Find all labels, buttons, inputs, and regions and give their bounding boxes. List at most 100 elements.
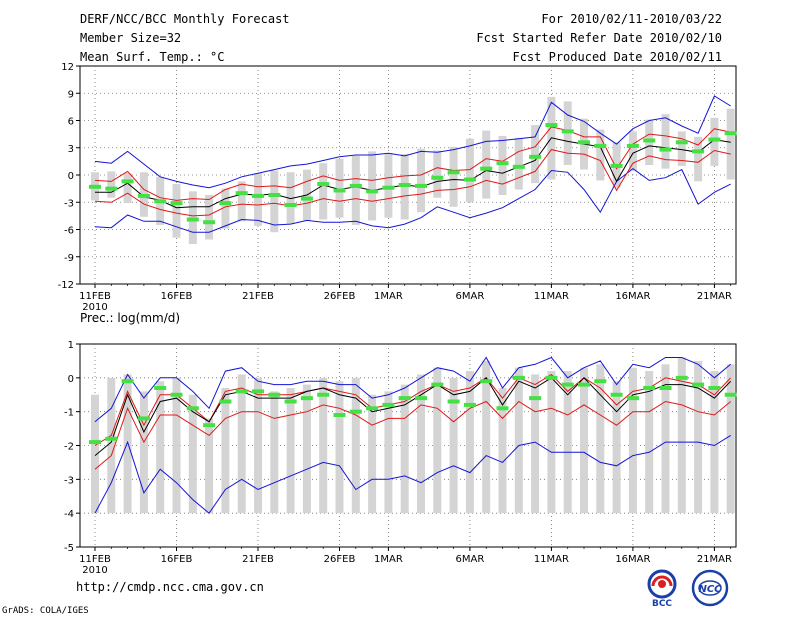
precipitation-box: [547, 371, 556, 514]
temperature-ytick-label: -9: [64, 253, 74, 264]
temperature-median-mark: [300, 196, 313, 201]
temperature-box: [351, 155, 360, 225]
temperature-median-mark: [89, 184, 101, 189]
precipitation-median-mark: [545, 375, 558, 380]
precipitation-box: [677, 357, 686, 514]
bcc-logo-ring: [647, 569, 677, 599]
precipitation-box: [694, 360, 703, 514]
temperature-box: [237, 181, 246, 222]
temperature-median-mark: [675, 140, 688, 145]
precipitation-box: [91, 394, 99, 514]
precipitation-box: [221, 387, 230, 514]
precipitation-median-mark: [561, 382, 574, 387]
precipitation-median-mark: [610, 392, 623, 397]
temperature-ytick-label: 12: [61, 62, 74, 73]
precipitation-median-mark: [724, 392, 737, 397]
temperature-median-mark: [692, 149, 705, 154]
forecast-title: DERF/NCC/BCC Monthly Forecast: [80, 12, 290, 26]
precipitation-median-mark: [626, 396, 639, 401]
precipitation-median-mark: [594, 379, 607, 384]
temperature-median-mark: [219, 201, 232, 206]
temperature-box: [677, 131, 686, 166]
temperature-xtick-label: 21FEB: [242, 291, 274, 302]
temperature-median-mark: [170, 201, 183, 206]
precipitation-ytick-label: -2: [64, 442, 74, 453]
ncc-logo-ring: [691, 569, 729, 607]
temperature-ytick-label: -3: [64, 198, 74, 209]
temperature-median-mark: [578, 140, 590, 145]
precipitation-xtick-label: 16MAR: [615, 554, 650, 565]
precipitation-median-mark: [708, 385, 721, 390]
precipitation-box: [645, 371, 654, 514]
temperature-xtick-label: 26FEB: [324, 291, 356, 302]
precipitation-box: [172, 377, 181, 514]
precipitation-box: [580, 367, 588, 514]
precipitation-xtick-label: 21MAR: [697, 554, 732, 565]
precipitation-upper-line: [94, 373, 732, 446]
temperature-ytick-label: -12: [58, 280, 74, 291]
precip-title: Prec.: log(mm/d): [80, 311, 180, 325]
ncc-logo-text: NCC: [698, 584, 722, 595]
ncc-logo-globe: [698, 580, 722, 596]
precipitation-median-mark: [89, 440, 101, 445]
precipitation-median-mark: [349, 409, 362, 414]
ncc-logo: NCC: [691, 569, 729, 607]
precipitation-box: [270, 391, 279, 514]
temperature-xtick-label: 11MAR: [534, 291, 569, 302]
temperature-median-mark: [708, 137, 721, 142]
temperature-median-mark: [529, 154, 542, 159]
precipitation-ytick-label: -1: [64, 408, 74, 419]
temperature-median-mark: [610, 163, 623, 168]
temperature-median-mark: [186, 217, 199, 222]
precipitation-box: [628, 367, 637, 514]
temperature-box: [319, 163, 328, 220]
precipitation-median-mark: [415, 396, 427, 401]
precipitation-box: [302, 384, 311, 514]
precipitation-median-mark: [675, 375, 688, 380]
forecast-range: For 2010/02/11-2010/03/22: [541, 12, 722, 26]
temperature-box: [368, 151, 377, 221]
precipitation-median-mark: [284, 399, 297, 404]
precipitation-median-mark: [219, 399, 232, 404]
precipitation-box: [139, 391, 148, 514]
precipitation-ytick-label: -4: [64, 509, 74, 520]
temperature-median-mark: [252, 193, 264, 198]
precipitation-median-mark: [252, 389, 264, 394]
forecast-started-date: Fcst Started Refer Date 2010/02/10: [476, 31, 722, 45]
temperature-box: [205, 194, 214, 240]
temperature-box: [465, 138, 474, 203]
precipitation-median-mark: [105, 436, 118, 441]
source-url[interactable]: http://cmdp.ncc.cma.gov.cn: [76, 580, 264, 594]
temperature-median-mark: [431, 175, 444, 180]
temperature-median-mark: [137, 193, 150, 198]
precipitation-lower-line: [94, 400, 732, 470]
precipitation-xtick-label: 11FEB: [79, 554, 111, 565]
temperature-ytick-label: 9: [68, 89, 74, 100]
header-left: DERF/NCC/BCC Monthly Forecast Member Siz…: [80, 10, 290, 67]
temperature-median-mark: [512, 164, 525, 169]
temperature-median-mark: [366, 189, 379, 194]
temperature-median-mark: [724, 131, 737, 136]
precipitation-ensemble-low-line: [94, 434, 731, 514]
bcc-logo-dot: [658, 580, 666, 588]
precipitation-median-mark: [186, 406, 199, 411]
precipitation-box: [351, 377, 360, 514]
temperature-box: [449, 146, 458, 207]
precipitation-box: [368, 394, 377, 514]
temperature-median-mark: [154, 199, 167, 204]
temperature-box: [433, 150, 442, 198]
temperature-median-mark: [121, 179, 134, 184]
precipitation-box: [384, 391, 393, 514]
temperature-ensemble-high-line: [94, 95, 731, 189]
precipitation-ytick-label: 0: [68, 374, 74, 385]
header-right: For 2010/02/11-2010/03/22 Fcst Started R…: [476, 10, 722, 67]
grads-credit: GrADS: COLA/IGES: [2, 606, 89, 616]
precipitation-ytick-label: 1: [68, 340, 74, 351]
precipitation-median-mark: [643, 385, 656, 390]
precipitation-box: [417, 374, 425, 514]
temperature-ytick-label: 3: [68, 144, 74, 155]
temperature-box: [498, 135, 507, 195]
precipitation-median-mark: [300, 396, 313, 401]
temperature-median-mark: [268, 192, 281, 197]
precipitation-median-mark: [154, 385, 167, 390]
